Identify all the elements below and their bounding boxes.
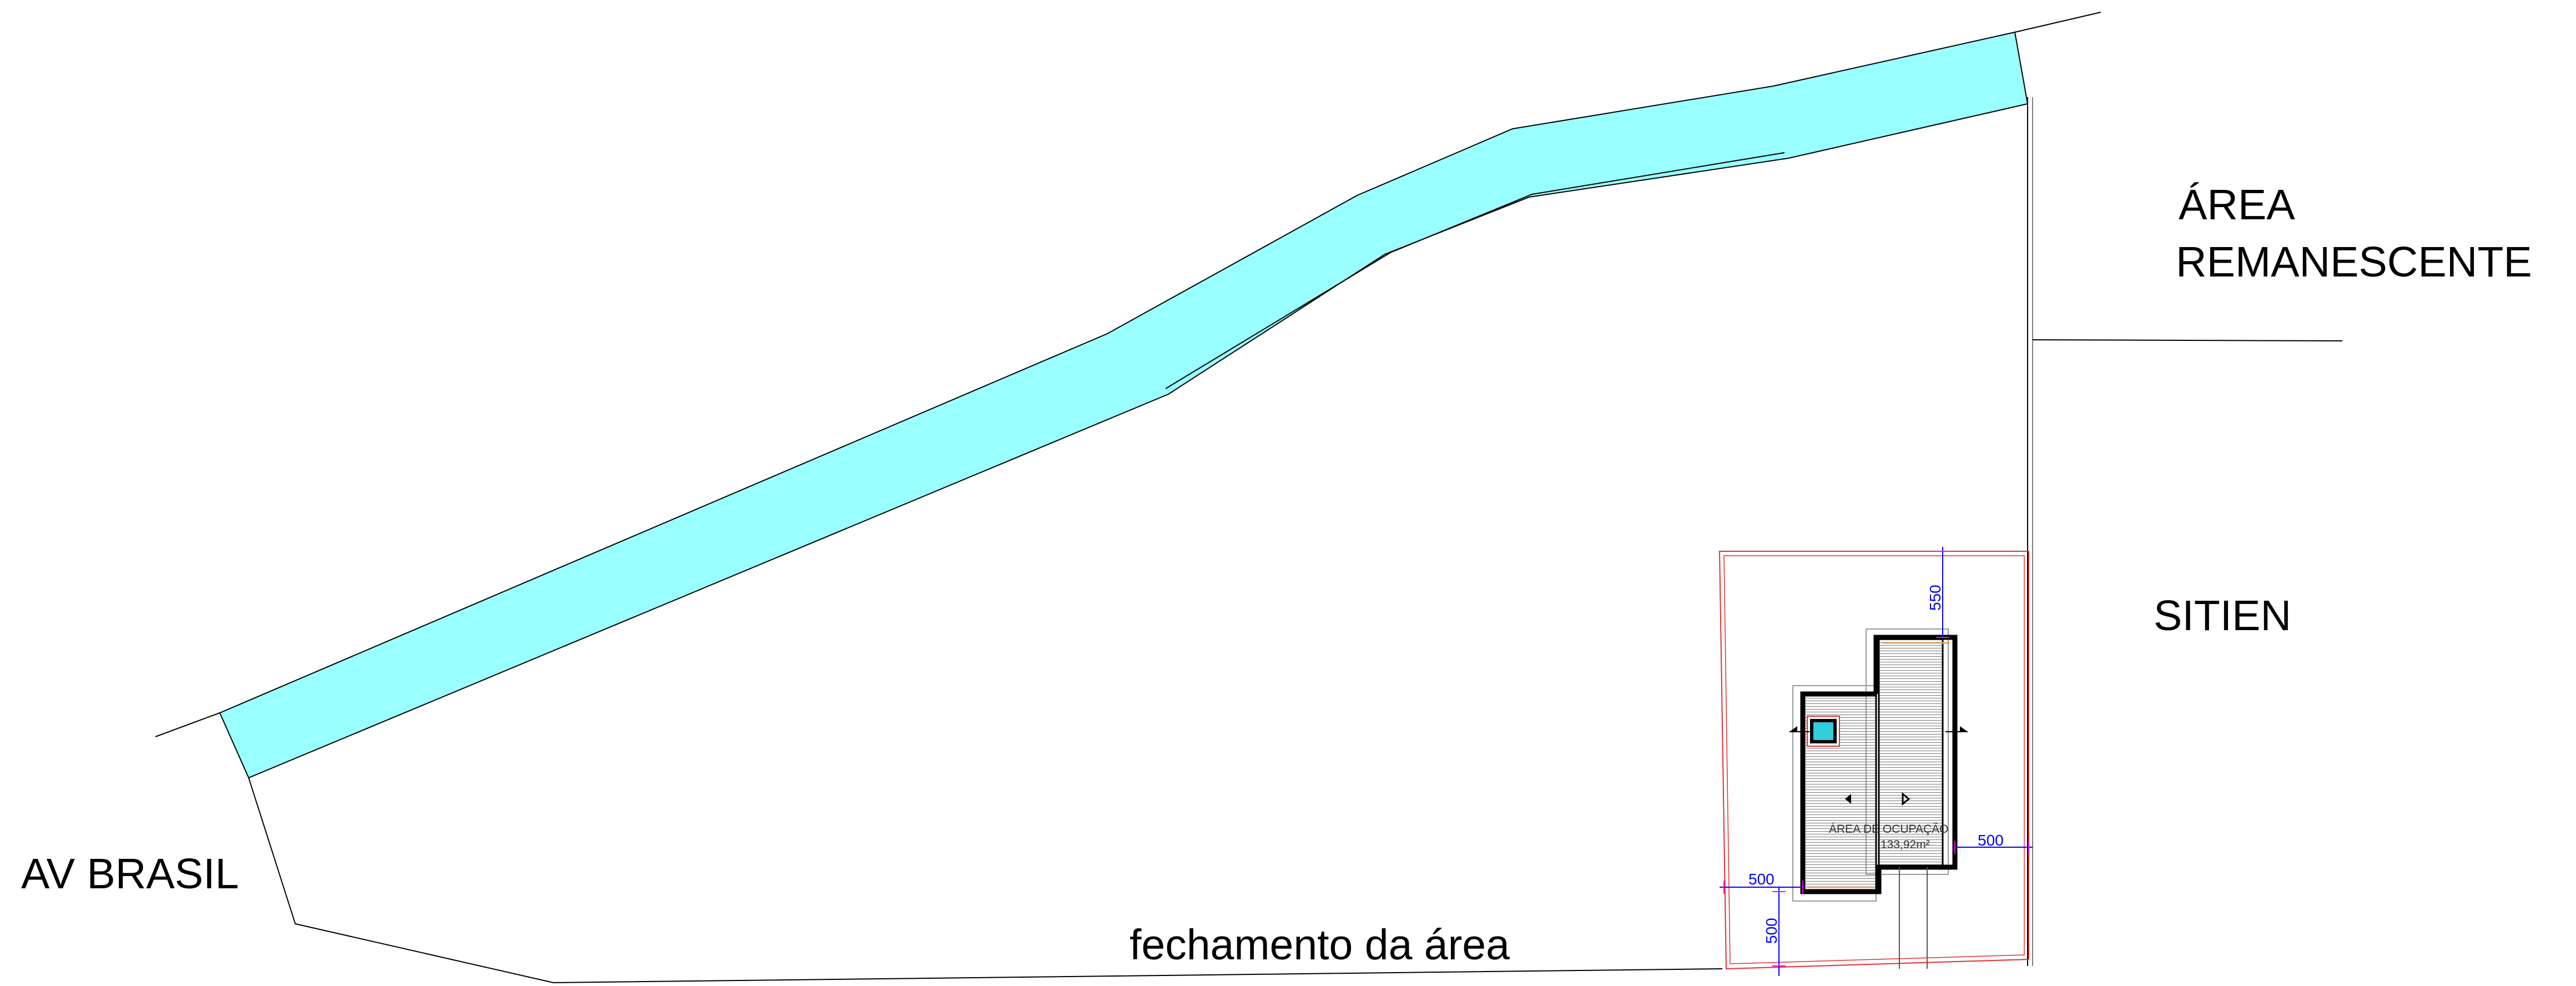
remaining-area-label-line2: REMANESCENTE [2176, 238, 2532, 286]
exterior-wall [1800, 635, 1958, 894]
occupation-area-label: ÁREA DE OCUPAÇÃO [1829, 822, 1949, 836]
dimension-top: 550 [1927, 547, 1949, 638]
roof-slope-arrow-left [1845, 794, 1851, 804]
dimension-text-left: 500 [1748, 871, 1775, 888]
occupation-area-value: 133,92m² [1881, 838, 1930, 851]
roof-slope-arrow-right [1902, 792, 1910, 806]
neighbor-label: SITIEN [2154, 592, 2291, 640]
building-footprint: ÁREA DE OCUPAÇÃO 133,92m² [1789, 628, 1968, 969]
dimension-left: 500 [1720, 871, 1803, 894]
lot-line-northwest [155, 712, 220, 737]
channel-centerline [1165, 152, 1785, 389]
street-label: AV BRASIL [21, 850, 239, 898]
closure-label: fechamento da área [1130, 921, 1510, 969]
dimension-right: 500 [1954, 832, 2033, 854]
dimension-text-right: 500 [1978, 832, 2004, 849]
lot-line-northeast [2014, 12, 2101, 33]
dimension-text-bottom: 500 [1763, 918, 1780, 944]
setback-outline [1718, 551, 2029, 970]
section-marker-left [1789, 726, 1797, 732]
dimension-bottom: 500 [1763, 887, 1786, 976]
lot-line-west-south [248, 777, 1723, 984]
water-channel [219, 31, 2029, 779]
remaining-area-boundary [2032, 339, 2343, 341]
remaining-area-label-line1: ÁREA [2179, 181, 2295, 229]
setback-outline-inner [1723, 555, 2025, 964]
water-tank [1810, 719, 1837, 743]
dimension-text-top: 550 [1927, 585, 1944, 611]
section-marker-right [1960, 726, 1968, 732]
